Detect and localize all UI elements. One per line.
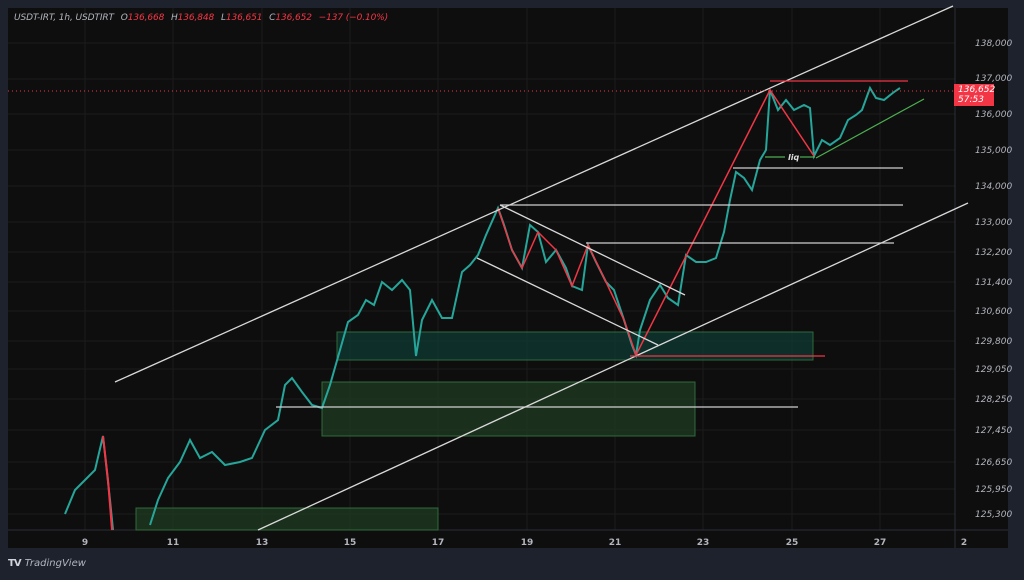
chart-frame[interactable] xyxy=(8,8,1008,548)
svg-text:27: 27 xyxy=(874,538,887,548)
svg-text:133,000: 133,000 xyxy=(975,218,1012,228)
svg-text:11: 11 xyxy=(167,538,180,548)
liq-label: liq xyxy=(788,153,799,162)
svg-text:2: 2 xyxy=(961,538,967,548)
tradingview-logo-icon: TV xyxy=(8,558,22,569)
current-price-tag: 136,652 57:53 xyxy=(954,84,996,106)
close-value: 136,652 xyxy=(275,13,312,23)
price-axis[interactable]: 138,000 137,000 136,000 135,000 134,000 … xyxy=(975,39,1012,520)
svg-text:128,250: 128,250 xyxy=(975,395,1012,405)
grid xyxy=(8,8,955,530)
svg-text:136,000: 136,000 xyxy=(975,110,1012,120)
change-value: −137 (−0.10%) xyxy=(318,13,389,23)
channel-lower-line[interactable] xyxy=(257,202,969,531)
svg-text:125,300: 125,300 xyxy=(975,510,1012,520)
svg-text:21: 21 xyxy=(609,538,622,548)
svg-text:129,050: 129,050 xyxy=(975,365,1012,375)
high-value: 136,848 xyxy=(177,13,215,23)
svg-text:130,600: 130,600 xyxy=(975,307,1012,317)
svg-text:132,200: 132,200 xyxy=(975,248,1012,258)
tradingview-brand[interactable]: TV TradingView xyxy=(8,558,86,569)
current-price: 136,652 xyxy=(958,85,996,95)
low-key: L xyxy=(220,13,226,23)
high-key: H xyxy=(170,13,178,23)
svg-text:138,000: 138,000 xyxy=(975,39,1012,49)
brand-name: TradingView xyxy=(24,558,86,569)
svg-text:135,000: 135,000 xyxy=(975,146,1012,156)
desc-channel-upper[interactable] xyxy=(499,204,686,296)
low-value: 136,651 xyxy=(225,13,263,23)
close-key: C xyxy=(269,13,276,23)
svg-text:13: 13 xyxy=(256,538,269,548)
svg-text:126,650: 126,650 xyxy=(975,458,1012,468)
demand-zone-mid[interactable] xyxy=(321,381,696,437)
svg-text:15: 15 xyxy=(344,538,357,548)
open-value: 136,668 xyxy=(127,13,165,23)
open-key: O xyxy=(120,13,128,23)
svg-text:127,450: 127,450 xyxy=(975,426,1012,436)
time-axis[interactable]: 9 11 13 15 17 19 21 23 25 27 2 xyxy=(82,538,967,548)
svg-text:134,000: 134,000 xyxy=(975,182,1012,192)
svg-text:137,000: 137,000 xyxy=(975,74,1012,84)
demand-zone-low[interactable] xyxy=(135,507,439,531)
ascending-support-green[interactable] xyxy=(815,98,925,159)
svg-text:25: 25 xyxy=(786,538,799,548)
svg-text:19: 19 xyxy=(521,538,534,548)
candles xyxy=(64,85,901,531)
svg-text:9: 9 xyxy=(82,538,88,548)
channel-upper-line[interactable] xyxy=(114,5,954,383)
bar-countdown: 57:53 xyxy=(958,95,984,105)
svg-text:125,950: 125,950 xyxy=(975,485,1012,495)
svg-text:17: 17 xyxy=(432,538,445,548)
svg-text:131,400: 131,400 xyxy=(975,278,1012,288)
symbol-label[interactable]: USDT-IRT, 1h, USDTIRT xyxy=(14,13,114,23)
svg-text:23: 23 xyxy=(697,538,710,548)
ohlc-legend: USDT-IRT, 1h, USDTIRT O136,668 H136,848 … xyxy=(14,13,392,23)
desc-channel-lower[interactable] xyxy=(476,257,659,346)
svg-text:129,800: 129,800 xyxy=(975,337,1012,347)
